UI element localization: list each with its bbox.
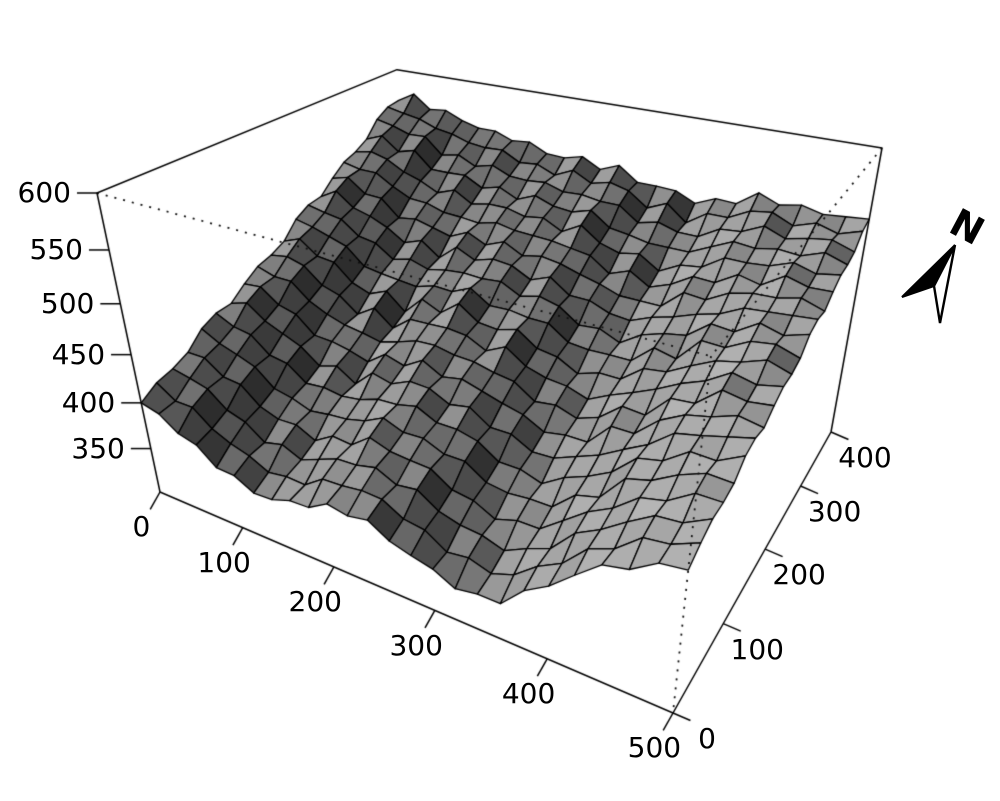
terrain-surface-figure: 0 100 200 300 400 500 0 100 200 300 400 350 400 450 50…: [0, 0, 1000, 801]
terrain-surface-canvas: [0, 0, 1000, 801]
